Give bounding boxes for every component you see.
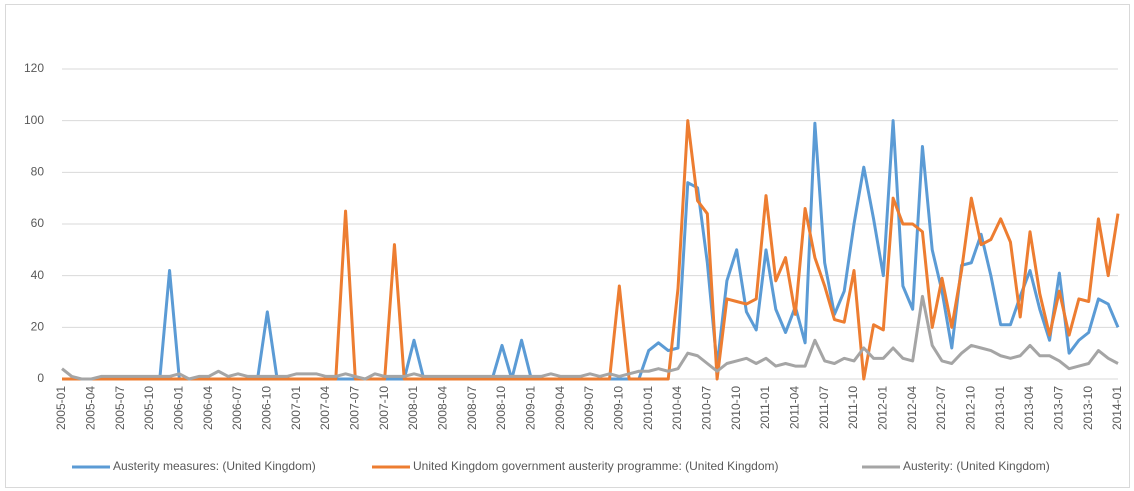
x-tick-label: 2007-04 (318, 386, 332, 430)
x-tick-label: 2006-07 (230, 386, 244, 430)
x-tick-label: 2013-01 (993, 386, 1007, 430)
x-tick-label: 2010-01 (641, 386, 655, 430)
y-tick-label: 20 (31, 320, 45, 334)
legend-label: United Kingdom government austerity prog… (413, 459, 779, 473)
x-tick-label: 2012-04 (905, 386, 919, 430)
x-tick-label: 2005-10 (142, 386, 156, 430)
x-tick-label: 2011-10 (846, 386, 860, 429)
x-tick-label: 2009-07 (582, 386, 596, 430)
x-tick-label: 2005-04 (84, 386, 98, 430)
y-tick-label: 100 (24, 113, 44, 127)
x-tick-label: 2007-10 (377, 386, 391, 430)
x-tick-label: 2007-01 (289, 386, 303, 430)
x-tick-label: 2011-07 (817, 386, 831, 429)
x-tick-label: 2011-04 (788, 386, 802, 429)
legend-label: Austerity: (United Kingdom) (903, 459, 1050, 473)
chart-frame (5, 4, 1130, 488)
y-tick-label: 60 (31, 216, 45, 230)
y-tick-label: 40 (31, 268, 45, 282)
y-tick-label: 0 (37, 371, 44, 385)
x-tick-label: 2010-04 (670, 386, 684, 430)
x-tick-label: 2011-01 (758, 386, 772, 429)
x-tick-label: 2014-01 (1110, 386, 1124, 430)
x-tick-label: 2012-07 (934, 386, 948, 430)
legend-label: Austerity measures: (United Kingdom) (113, 459, 316, 473)
x-tick-label: 2010-07 (700, 386, 714, 430)
x-tick-label: 2009-04 (553, 386, 567, 430)
x-tick-label: 2006-04 (201, 386, 215, 430)
x-tick-label: 2013-04 (1022, 386, 1036, 430)
x-tick-label: 2012-01 (876, 386, 890, 430)
x-tick-label: 2008-07 (465, 386, 479, 430)
x-tick-label: 2005-01 (54, 386, 68, 430)
line-series (62, 119, 1120, 381)
x-tick-label: 2005-07 (113, 386, 127, 430)
x-tick-label: 2013-07 (1052, 386, 1066, 430)
x-tick-label: 2008-04 (436, 386, 450, 430)
x-tick-label: 2006-01 (172, 386, 186, 430)
x-tick-label: 2013-10 (1081, 386, 1095, 430)
x-tick-label: 2008-10 (494, 386, 508, 430)
line-series (61, 294, 1119, 381)
x-tick-label: 2008-01 (406, 386, 420, 430)
x-tick-label: 2009-01 (524, 386, 538, 430)
y-tick-label: 120 (24, 61, 44, 75)
x-tick-label: 2009-10 (612, 386, 626, 430)
y-tick-label: 80 (31, 165, 45, 179)
x-tick-label: 2012-10 (964, 386, 978, 430)
x-tick-label: 2007-07 (348, 386, 362, 430)
x-tick-label: 2006-10 (260, 386, 274, 430)
x-tick-label: 2010-10 (729, 386, 743, 430)
